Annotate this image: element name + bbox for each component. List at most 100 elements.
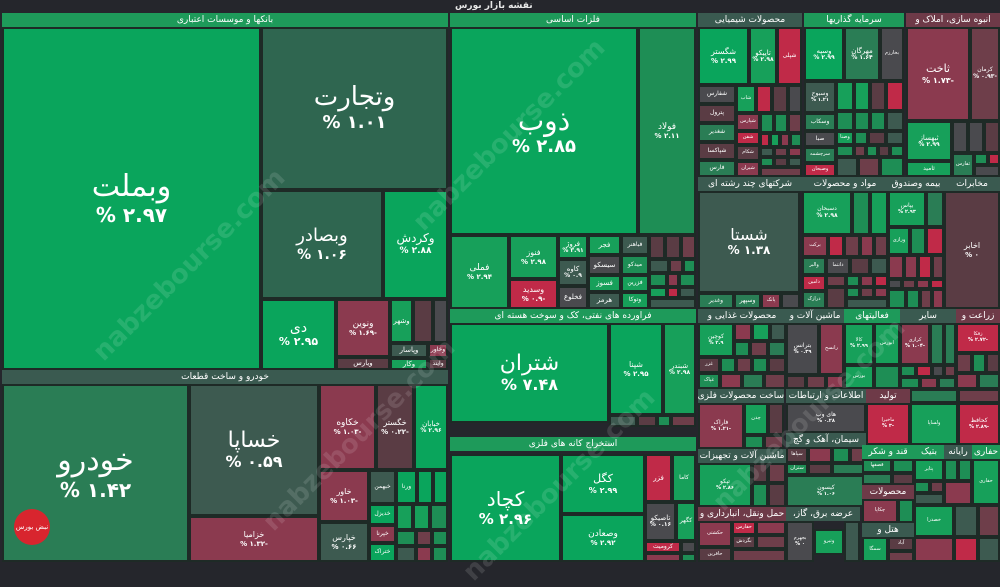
tile-small[interactable] [892, 459, 914, 473]
tile-small[interactable] [954, 505, 978, 537]
tile-small[interactable] [854, 131, 868, 145]
tile-small[interactable] [866, 145, 878, 157]
tile-small[interactable] [888, 279, 902, 289]
tile-valbar[interactable]: والبر [802, 257, 826, 275]
tile-small[interactable] [756, 85, 772, 113]
tile-fars[interactable]: فارس [698, 160, 736, 177]
tile-kgol[interactable]: کگل ۲.۹۹ % [561, 454, 645, 514]
tile-small[interactable] [774, 113, 788, 133]
tile-hafarin[interactable]: حافرین [698, 547, 732, 562]
tile-small[interactable] [846, 275, 860, 287]
sector-header-drilling[interactable]: حفاری [972, 445, 1000, 459]
tile-small[interactable] [900, 377, 920, 389]
tile-btrans[interactable]: بترانس ۰.۳۹ % [786, 323, 819, 375]
tile-bjahrom[interactable]: بجهرم ۰ % [786, 521, 814, 562]
tile-small[interactable] [886, 111, 904, 131]
tile-small[interactable] [914, 481, 930, 493]
tile-small[interactable] [430, 504, 448, 530]
tile-vkar[interactable]: وکار [390, 358, 428, 370]
tile-khbahman-avaran[interactable]: خبابان ۲.۹۶ % [414, 384, 448, 470]
tile-small[interactable] [649, 298, 696, 309]
tile-zob[interactable]: ذوب ۲.۸۵ % [450, 27, 638, 235]
tile-small[interactable] [874, 275, 888, 287]
tile-small[interactable] [836, 157, 858, 177]
tile-small[interactable] [932, 289, 944, 309]
tile-small[interactable] [930, 481, 944, 493]
tile-vsadid[interactable]: وسدید -۰.۹ % [509, 279, 558, 309]
sector-header-basic-metals[interactable]: فلزات اساسی [450, 13, 696, 27]
tile-vsobhan[interactable]: وصبحان [804, 163, 836, 177]
tile-small[interactable] [978, 505, 1000, 537]
tile-akhaber[interactable]: اخابر ۰ % [944, 191, 1000, 309]
tile-small[interactable] [918, 255, 932, 279]
tile-small[interactable] [681, 553, 696, 562]
tile-small[interactable] [860, 235, 874, 257]
tile-vsana[interactable]: وصنا [836, 131, 854, 145]
tile-small[interactable] [649, 259, 669, 273]
tile-khparse[interactable]: خپارس ۰.۶۶ % [319, 522, 369, 562]
tile-small[interactable] [836, 81, 854, 111]
tile-small[interactable] [645, 553, 681, 562]
tile-small[interactable] [874, 365, 900, 389]
sector-header-machinery1[interactable]: ماشین آلات و [786, 309, 844, 323]
tile-vparsian[interactable]: ویارس [336, 357, 390, 370]
tile-small[interactable] [609, 415, 637, 427]
tile-foolad[interactable]: فولاد ۲.۱۱ % [638, 27, 696, 235]
tile-dsobhan[interactable]: دسبحان ۲.۹۸ % [802, 191, 852, 235]
tile-small[interactable] [413, 504, 430, 530]
tile-shghadir[interactable]: شغدیر [698, 123, 736, 142]
tile-vghadir[interactable]: وغدیر [698, 293, 734, 309]
tile-small[interactable] [972, 353, 986, 373]
tile-small[interactable] [836, 111, 854, 131]
tile-khsapa[interactable]: خساپا ۰.۵۹ % [189, 384, 319, 516]
tile-shepna[interactable]: شپنا ۲.۹۵ % [609, 323, 663, 415]
tile-small[interactable] [858, 157, 880, 177]
tile-shebandar[interactable]: شبندر ۲.۹۸ % [663, 323, 696, 415]
tile-shpaksa[interactable]: شپاکسا [698, 142, 736, 160]
tile-vpasar[interactable]: وپاسار [390, 343, 428, 358]
tile-small[interactable] [870, 257, 888, 275]
tile-fameli[interactable]: فملی ۲.۹۴ % [450, 235, 509, 309]
tile-small[interactable] [826, 375, 844, 389]
tile-kerazi[interactable]: کرازی -۱.۰۴ % [900, 323, 930, 365]
tile-ransah[interactable]: رانسح [819, 323, 844, 375]
tile-petrol[interactable]: پترول [698, 104, 736, 123]
tile-shiran[interactable]: شیران [736, 161, 760, 177]
sector-header-utilities[interactable]: عرضه برق، گاز، [786, 507, 860, 521]
tile-small[interactable] [854, 145, 866, 157]
tile-small[interactable] [649, 287, 667, 298]
tile-vnovin[interactable]: ونوین -۱.۶۹ % [336, 299, 390, 357]
tile-small[interactable] [416, 546, 432, 562]
tile-small[interactable] [649, 235, 665, 259]
tile-small[interactable] [932, 365, 944, 377]
tile-small[interactable] [764, 373, 786, 389]
tile-small[interactable] [768, 341, 786, 357]
tile-petayer[interactable]: پتایر [914, 459, 944, 481]
tile-small[interactable] [854, 81, 870, 111]
tile-fsoz[interactable]: فسوز [588, 275, 621, 292]
sector-header-banks[interactable]: بانکها و موسسات اعتباری [2, 13, 448, 27]
tile-small[interactable] [760, 167, 802, 177]
tile-firooz[interactable]: فروژ ۳.۹۱ % [558, 235, 588, 259]
tile-kouchin[interactable]: کوچین ۲.۹ % [698, 323, 734, 357]
tile-small[interactable] [902, 279, 916, 289]
tile-haiweb[interactable]: های وب ۰.۲۸ % [786, 403, 866, 433]
tile-small[interactable] [986, 353, 1000, 373]
tile-vayand[interactable]: وآیند [428, 358, 448, 370]
tile-small[interactable] [846, 287, 860, 298]
tile-fanvaz[interactable]: فنوز ۲.۹۸ % [509, 235, 558, 279]
tile-small[interactable] [433, 470, 448, 504]
tile-setran[interactable]: ستران [786, 463, 808, 475]
tile-small[interactable] [826, 287, 846, 309]
tile-small[interactable] [888, 255, 904, 279]
tile-small[interactable] [870, 111, 886, 131]
tile-small[interactable] [752, 463, 768, 483]
tile-shekam[interactable]: شکام [736, 145, 760, 161]
tile-small[interactable] [944, 365, 956, 377]
sector-header-materials[interactable]: مواد و محصولات [802, 177, 888, 191]
tile-small[interactable] [768, 403, 784, 435]
tile-small[interactable] [930, 279, 944, 289]
tile-khparna[interactable]: خپرنا [369, 525, 396, 543]
tile-dey[interactable]: دی ۲.۹۵ % [261, 299, 336, 370]
tile-small[interactable] [770, 323, 786, 341]
